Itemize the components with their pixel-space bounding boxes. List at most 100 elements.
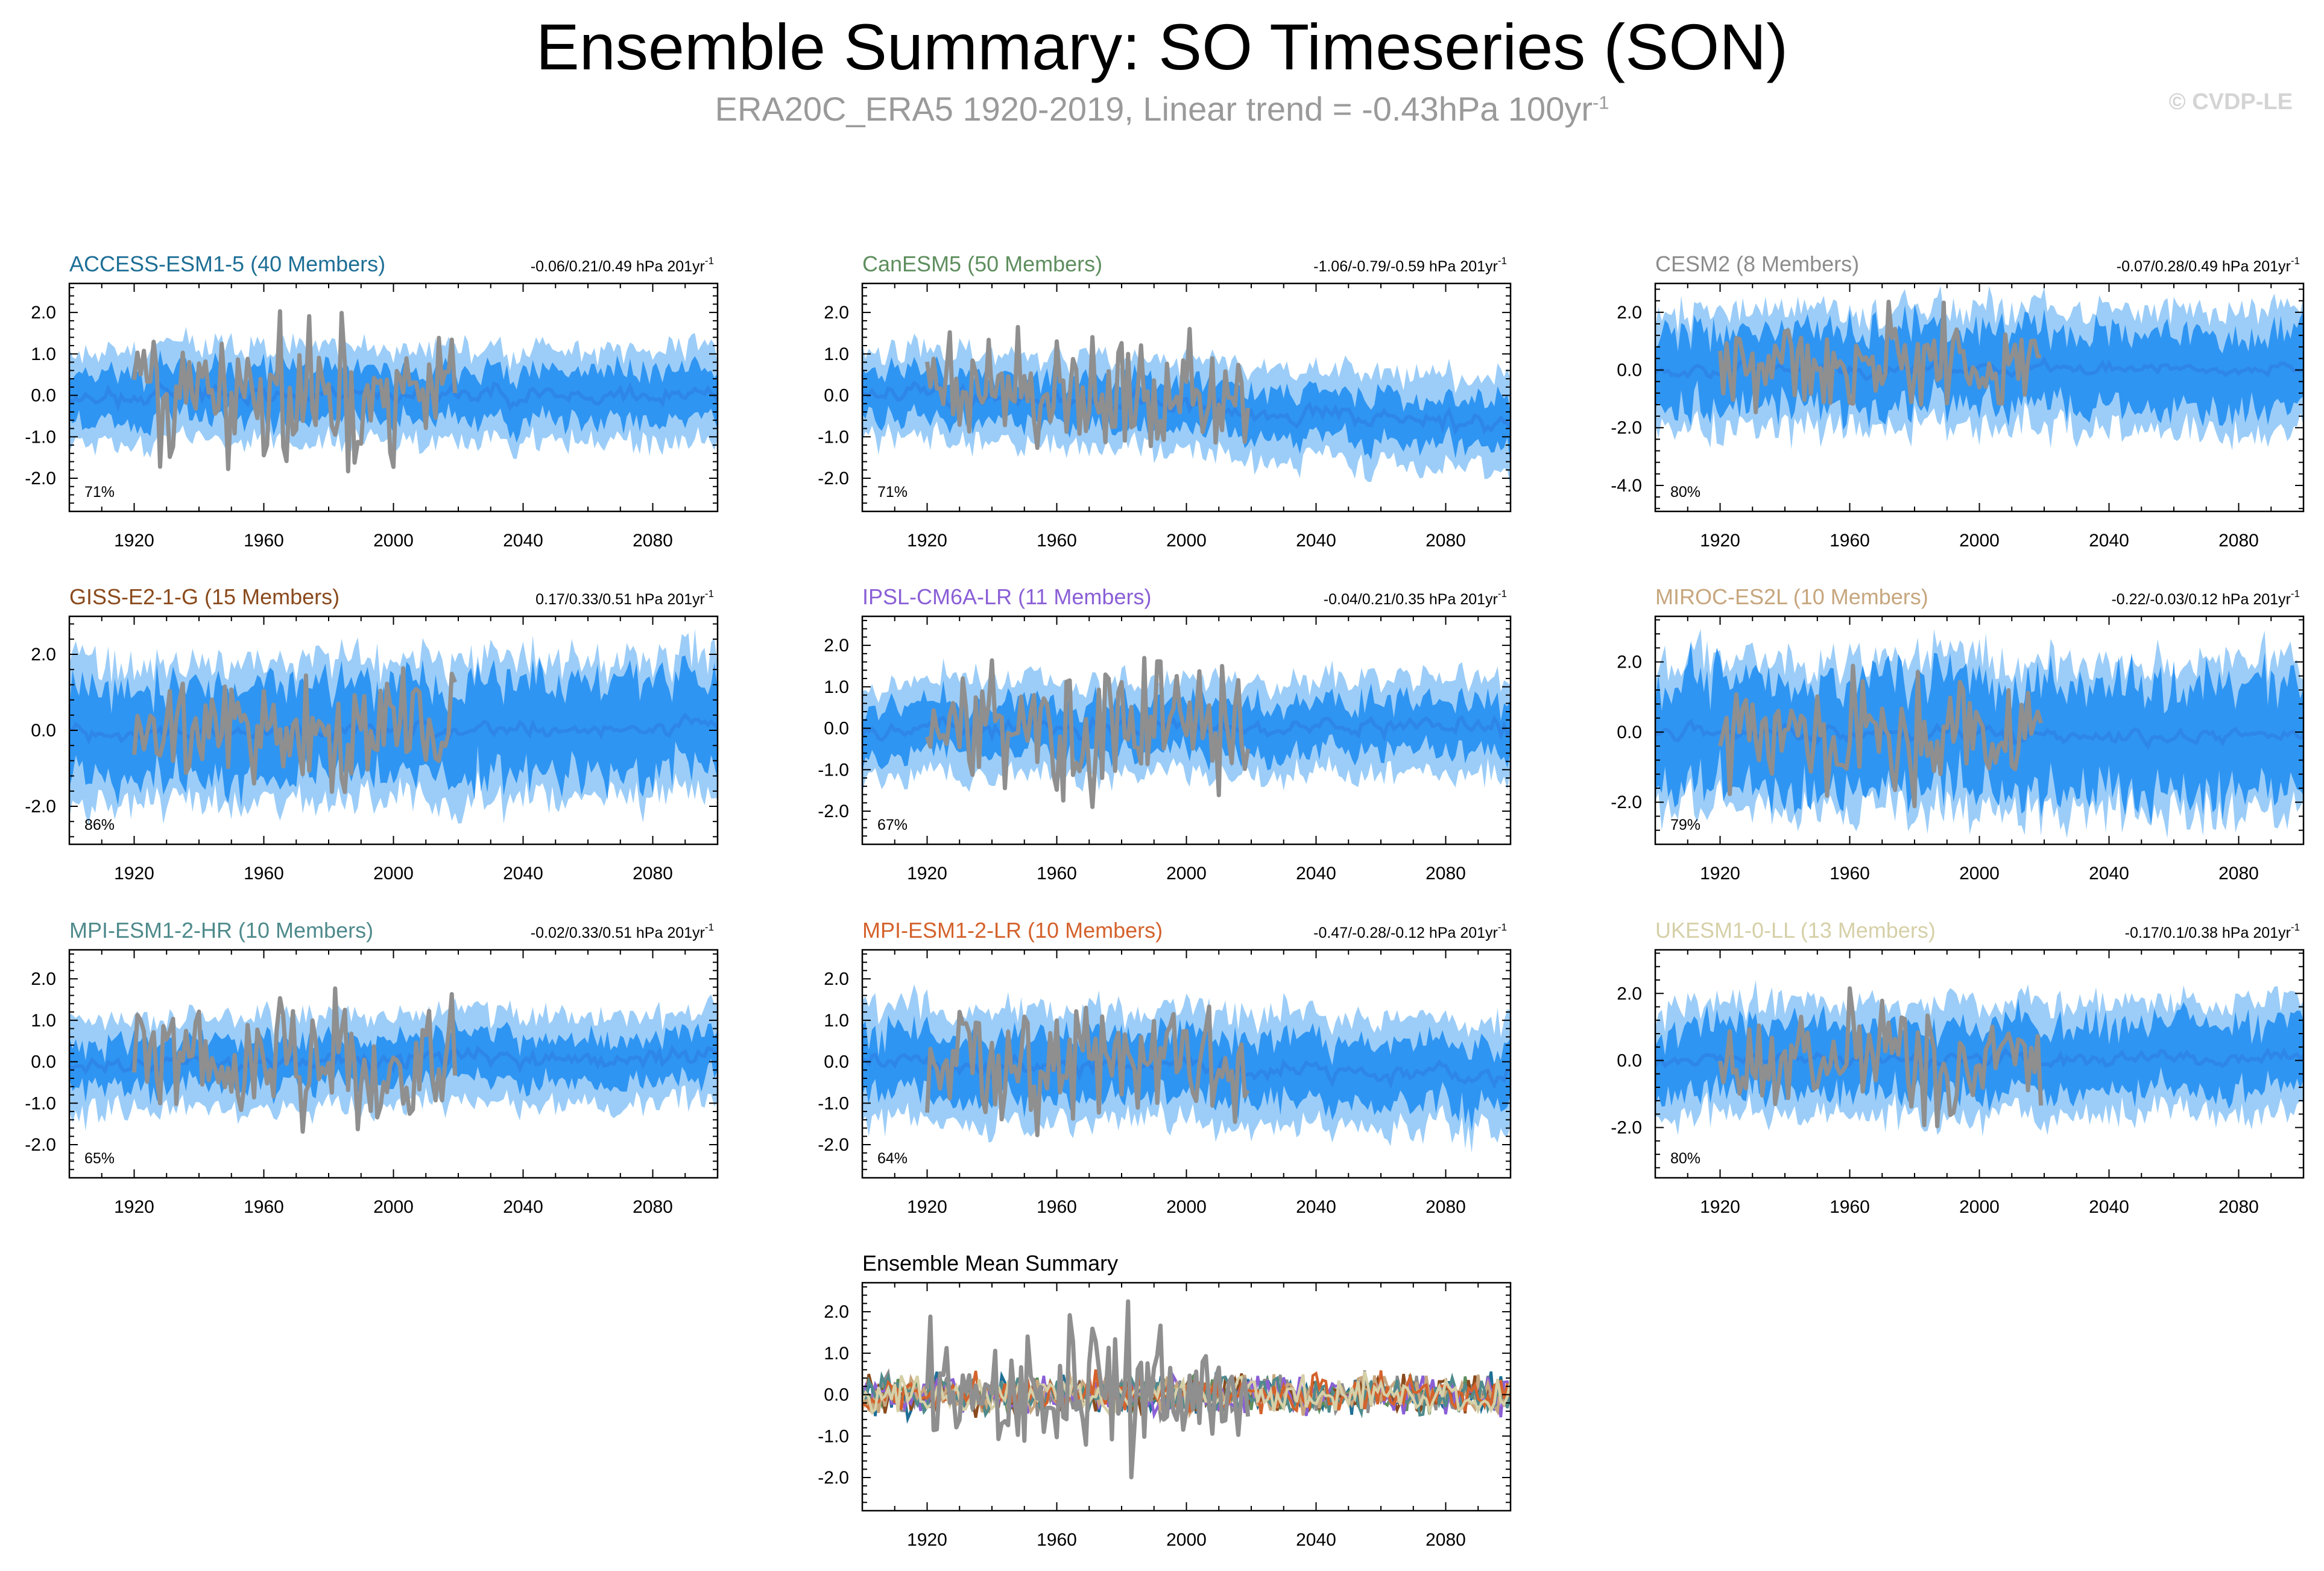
plot-area xyxy=(862,984,1511,1153)
plot-area xyxy=(862,656,1511,809)
x-tick-label: 2000 xyxy=(373,1197,414,1217)
y-tick-label: 2.0 xyxy=(31,645,56,665)
x-tick-label: 1920 xyxy=(114,531,154,551)
percent-label: 71% xyxy=(84,484,115,501)
percent-label: 80% xyxy=(1670,484,1700,501)
subtitle-text: ERA20C_ERA5 1920-2019, Linear trend = -0… xyxy=(715,90,1593,128)
observation-line xyxy=(132,986,458,1134)
y-tick-label: -2.0 xyxy=(818,469,849,488)
percent-label: 65% xyxy=(84,1150,115,1167)
percent-label: 71% xyxy=(877,484,908,501)
observation-line xyxy=(1718,986,2044,1128)
y-tick-label: 0.0 xyxy=(824,386,849,406)
x-tick-label: 2000 xyxy=(1166,1530,1207,1550)
x-tick-label: 1920 xyxy=(114,1197,154,1217)
y-tick-label: 0.0 xyxy=(31,721,56,741)
y-tick-label: 1.0 xyxy=(824,677,849,697)
y-tick-label: 2.0 xyxy=(824,303,849,323)
panel-title: MIROC-ES2L (10 Members) xyxy=(1655,584,1928,609)
x-tick-label: 2080 xyxy=(633,531,673,551)
x-tick-label: 1920 xyxy=(907,1197,947,1217)
plot-area xyxy=(1655,286,2303,450)
y-tick-label: -4.0 xyxy=(1611,476,1642,496)
page-subtitle: ERA20C_ERA5 1920-2019, Linear trend = -0… xyxy=(0,89,2324,128)
percent-label: 80% xyxy=(1670,1150,1700,1167)
panel-title: CESM2 (8 Members) xyxy=(1655,251,1859,276)
y-tick-label: -2.0 xyxy=(818,1135,849,1155)
y-tick-label: -2.0 xyxy=(1611,792,1642,812)
observation-line xyxy=(132,666,457,794)
page-title: Ensemble Summary: SO Timeseries (SON) xyxy=(535,10,1789,83)
plot-area xyxy=(69,628,718,825)
y-tick-label: 1.0 xyxy=(824,1344,849,1364)
x-tick-label: 2040 xyxy=(503,1197,543,1217)
chart-panel: 1920 1960 2000 2040 2080 2.0 1.0 0.0 -1.0 -2.0 Ens… xyxy=(818,1251,1512,1550)
y-tick-label: 2.0 xyxy=(824,1302,849,1322)
observation-line xyxy=(925,1299,1251,1480)
x-tick-label: 2080 xyxy=(1426,531,1466,551)
x-tick-label: 1960 xyxy=(244,1197,284,1217)
trend-text: 0.17/0.33/0.51 hPa 201yr-1 xyxy=(535,588,714,608)
chart-panel: 1920 1960 2000 2040 2080 2.0 1.0 0.0 -1.0 -2.0 ACC… xyxy=(25,251,719,551)
percent-label: 64% xyxy=(877,1150,908,1167)
x-tick-label: 2080 xyxy=(633,864,673,883)
x-tick-label: 2000 xyxy=(1166,531,1207,551)
y-tick-label: -2.0 xyxy=(818,1468,849,1488)
observation-line xyxy=(925,324,1251,450)
y-tick-label: 1.0 xyxy=(824,1011,849,1031)
observation-line xyxy=(1718,663,2043,809)
x-tick-label: 2080 xyxy=(1426,864,1466,883)
x-tick-label: 2080 xyxy=(2218,531,2259,551)
chart-panel: 1920 1960 2000 2040 2080 2.0 1.0 0.0 -1.0 -2.0 MPI… xyxy=(818,918,1512,1217)
y-tick-label: 0.0 xyxy=(31,1052,56,1072)
plot-area xyxy=(69,986,718,1134)
chart-panel: 1920 1960 2000 2040 2080 2.0 0.0 -2.0 MIROC-ES2L… xyxy=(1611,584,2305,883)
inner-spread-band xyxy=(862,1015,1511,1131)
x-tick-label: 1960 xyxy=(1037,531,1077,551)
percent-label: 67% xyxy=(877,817,908,833)
x-tick-label: 1920 xyxy=(907,864,947,883)
y-tick-label: 1.0 xyxy=(31,344,56,364)
plot-area xyxy=(1655,979,2303,1137)
x-tick-label: 2080 xyxy=(2218,864,2259,883)
y-tick-label: 2.0 xyxy=(31,969,56,989)
plot-area xyxy=(862,324,1511,488)
y-tick-label: 0.0 xyxy=(31,386,56,406)
x-tick-label: 2080 xyxy=(633,1197,673,1217)
x-tick-label: 2040 xyxy=(503,531,543,551)
y-tick-label: 1.0 xyxy=(824,344,849,364)
x-tick-label: 1960 xyxy=(244,864,284,883)
subtitle-superscript: -1 xyxy=(1593,92,1609,113)
y-tick-label: -1.0 xyxy=(25,1093,56,1113)
trend-text: -0.17/0.1/0.38 hPa 201yr-1 xyxy=(2125,921,2300,941)
trend-text: -0.07/0.28/0.49 hPa 201yr-1 xyxy=(2117,255,2300,275)
y-tick-label: -2.0 xyxy=(25,797,56,817)
trend-text: -1.06/-0.79/-0.59 hPa 201yr-1 xyxy=(1313,255,1507,275)
y-tick-label: -2.0 xyxy=(818,801,849,821)
x-tick-label: 1960 xyxy=(1830,531,1870,551)
y-tick-label: 0.0 xyxy=(1617,722,1642,742)
x-tick-label: 2040 xyxy=(1296,864,1336,883)
trend-superscript: -1 xyxy=(2291,588,2300,599)
y-tick-label: 2.0 xyxy=(1617,984,1642,1004)
y-tick-label: 2.0 xyxy=(824,969,849,989)
trend-superscript: -1 xyxy=(705,588,714,599)
percent-label: 79% xyxy=(1670,817,1700,833)
y-tick-label: -2.0 xyxy=(1611,418,1642,438)
x-tick-label: 1960 xyxy=(244,531,284,551)
chart-panel: 1920 1960 2000 2040 2080 2.0 1.0 0.0 -1.0 -2.0 Can… xyxy=(818,251,1512,551)
x-tick-label: 2040 xyxy=(2089,531,2129,551)
x-tick-label: 2000 xyxy=(373,864,414,883)
y-tick-label: 0.0 xyxy=(824,1385,849,1405)
observation-line xyxy=(132,309,458,473)
panel-title: MPI-ESM1-2-HR (10 Members) xyxy=(69,918,373,943)
trend-superscript: -1 xyxy=(1498,588,1507,599)
copyright-notice: © CVDP-LE xyxy=(2168,89,2293,115)
x-tick-label: 2040 xyxy=(1296,1530,1336,1550)
percent-label: 86% xyxy=(84,817,115,833)
plot-area xyxy=(1655,628,2303,839)
observation-line xyxy=(1718,299,2041,415)
y-tick-label: -1.0 xyxy=(25,427,56,447)
x-tick-label: 1920 xyxy=(907,531,947,551)
